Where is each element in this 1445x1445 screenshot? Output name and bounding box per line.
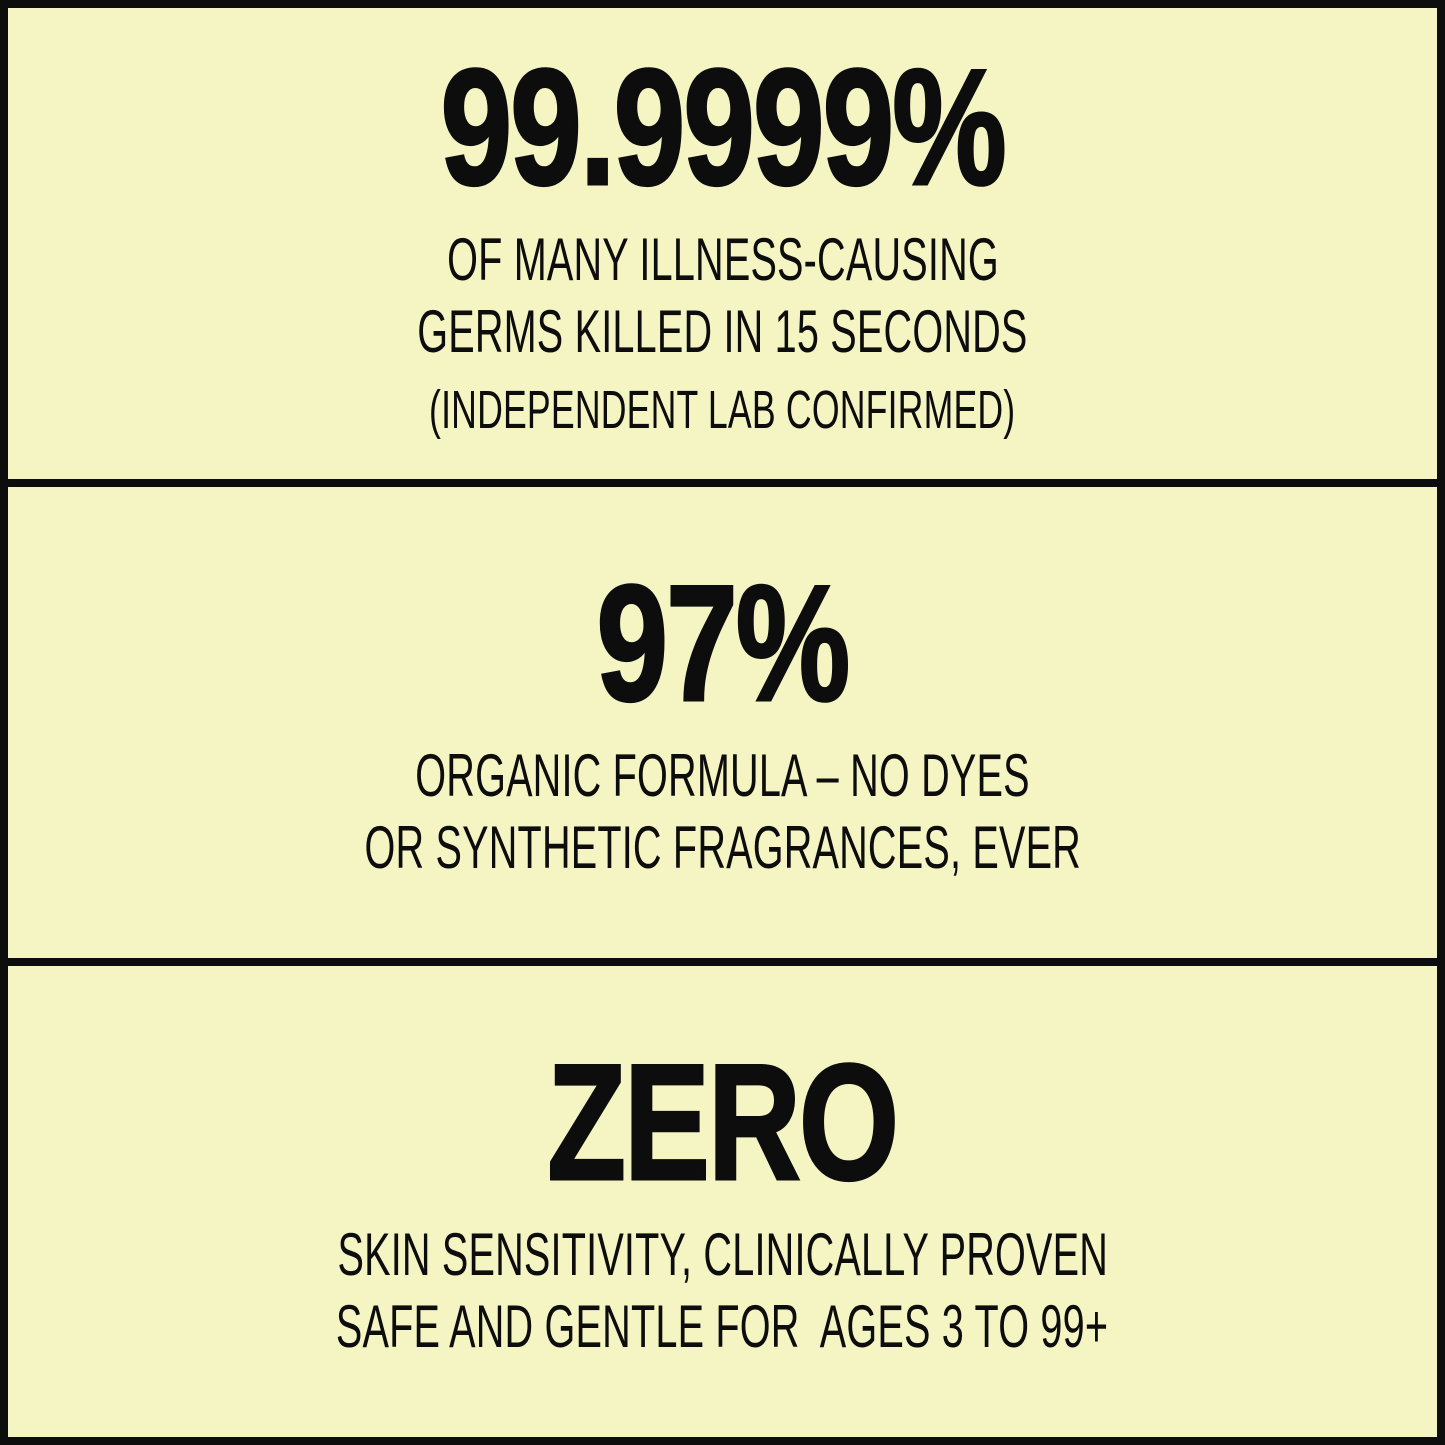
stat-germ-kill-percent: 99.9999%	[439, 34, 1007, 219]
panel-zero-sensitivity-claim: ZERO SKIN SENSITIVITY, CLINICALLY PROVEN…	[8, 958, 1437, 1437]
sensitivity-description-line-1: SKIN SENSITIVITY, CLINICALLY PROVEN	[337, 1221, 1108, 1288]
panel-organic-formula-claim: 97% ORGANIC FORMULA – NO DYES OR SYNTHET…	[8, 479, 1437, 958]
sensitivity-description-line-2: SAFE AND GENTLE FOR AGES 3 TO 99+	[336, 1293, 1109, 1360]
organic-description-line-2: OR SYNTHETIC FRAGRANCES, EVER	[364, 814, 1081, 881]
germ-kill-description-line-1: OF MANY ILLNESS-CAUSING	[446, 225, 999, 293]
panel-germ-kill-claim: 99.9999% OF MANY ILLNESS-CAUSING GERMS K…	[8, 8, 1437, 479]
germ-kill-description-line-2: GERMS KILLED IN 15 SECONDS	[417, 297, 1028, 365]
stat-organic-percent: 97%	[595, 551, 851, 735]
lab-confirmed-note: (INDEPENDENT LAB CONFIRMED)	[429, 379, 1016, 440]
stat-zero: ZERO	[546, 1030, 900, 1214]
organic-description-line-1: ORGANIC FORMULA – NO DYES	[415, 742, 1030, 809]
